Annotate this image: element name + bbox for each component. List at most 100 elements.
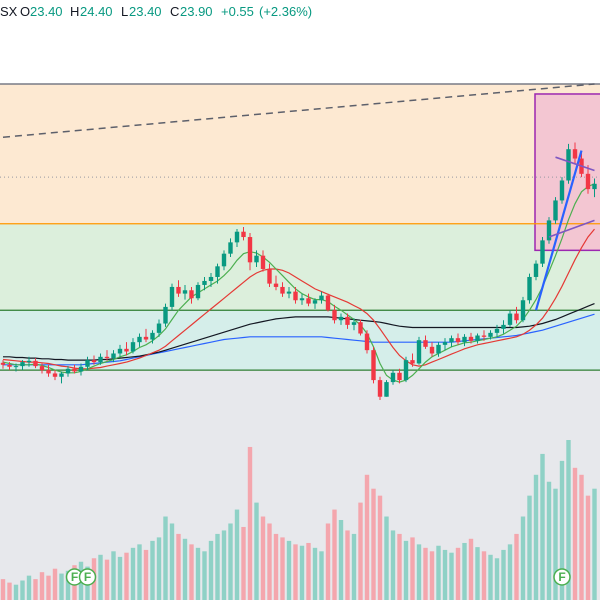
volume-bar [501,549,506,600]
volume-bar [332,509,337,600]
volume-bar [566,440,571,600]
candle-body [319,295,324,301]
volume-bar [533,474,539,600]
candle-body [475,335,480,341]
purple-trendline-lower [548,219,595,238]
candle-body [371,350,376,381]
candle-body [221,253,227,267]
volume-bar [33,579,38,600]
zone-middle [0,223,600,311]
ma-mid-line [2,228,595,370]
volume-bar [286,540,292,600]
volume-bar [273,533,279,600]
volume-bar [156,537,162,600]
blue-trendline [534,150,583,311]
volume-bar [98,554,103,600]
candle-body [254,255,259,263]
candle-body [540,240,545,264]
candle-body [46,370,51,374]
symbol-fragment: SX [0,4,18,19]
candle-body [202,280,207,285]
candle-body [78,366,84,372]
volume-bar [247,446,253,600]
volume-bar [325,523,331,600]
volume-bar [293,544,298,600]
candle-body [520,300,526,321]
close-value: 23.90 [180,4,213,19]
candle-body [501,324,506,329]
volume-bar [377,495,383,600]
candle-body [429,346,435,354]
volume-bar [241,526,246,600]
volume-bar [546,481,552,600]
volume-bar [143,549,149,600]
volume-bar [176,533,181,600]
volume-bar [345,530,350,600]
candle-body [20,362,25,367]
volume-bar [267,523,272,600]
volume-bar [338,520,344,600]
candle-body [384,382,389,397]
volume-bar [553,488,558,600]
ohlc-header: SX O 23.40 H 24.40 L 23.40 C 23.90 +0.55… [0,0,600,26]
candle-body [52,373,58,377]
candle-body [215,266,220,277]
volume-bar [228,523,233,600]
candle-body [494,328,500,333]
candle-body [488,332,493,337]
volume-bar [202,551,207,600]
volume-bar [124,552,129,600]
candle-body [507,313,513,325]
volume-bar [468,538,474,600]
volume-bar [423,547,428,600]
volume-bar [130,547,136,600]
volume-bar [462,542,467,600]
volume-bar [559,460,565,600]
volume-bar [52,568,58,600]
volume-bar [410,537,415,600]
volume-bar [20,580,25,600]
volume-bar [403,540,409,600]
candle-body [442,342,448,345]
volume-bar [254,502,259,600]
volume-bar [514,533,519,600]
candle-body [137,336,142,343]
candle-body [241,231,246,238]
volume-bar [7,582,12,600]
low-value: 23.40 [129,4,162,19]
candle-body [130,342,136,352]
volume-bar [117,556,123,600]
purple-trendline-upper [555,156,595,172]
volume-bar [364,474,370,600]
candle-body [364,333,370,351]
volume-bar [442,549,448,600]
high-value: 24.40 [80,4,113,19]
candle-body [228,242,233,254]
candle-body [514,313,519,321]
close-label: C [170,4,180,19]
volume-bar [299,545,305,600]
candle-body [332,310,337,321]
earnings-event-label: F [84,570,91,584]
candle-body [176,286,181,294]
volume-bar [449,552,454,600]
candle-body [377,380,383,397]
volume-bar [150,540,155,600]
candle-body [338,316,344,321]
open-label: O [20,4,31,19]
candle-body [65,368,71,374]
candle-body [7,364,12,367]
volume-bar [260,516,266,600]
volume-bar [540,453,545,600]
change-value: +0.55 [221,4,254,19]
candle-body [39,366,45,371]
volume-bar [429,551,435,600]
volume-bar [169,523,175,600]
candle-body [397,372,402,381]
candle-body [280,286,285,294]
candle-body [26,360,32,363]
candle-body [247,237,253,263]
volume-bar [384,516,389,600]
candle-body [468,336,474,341]
